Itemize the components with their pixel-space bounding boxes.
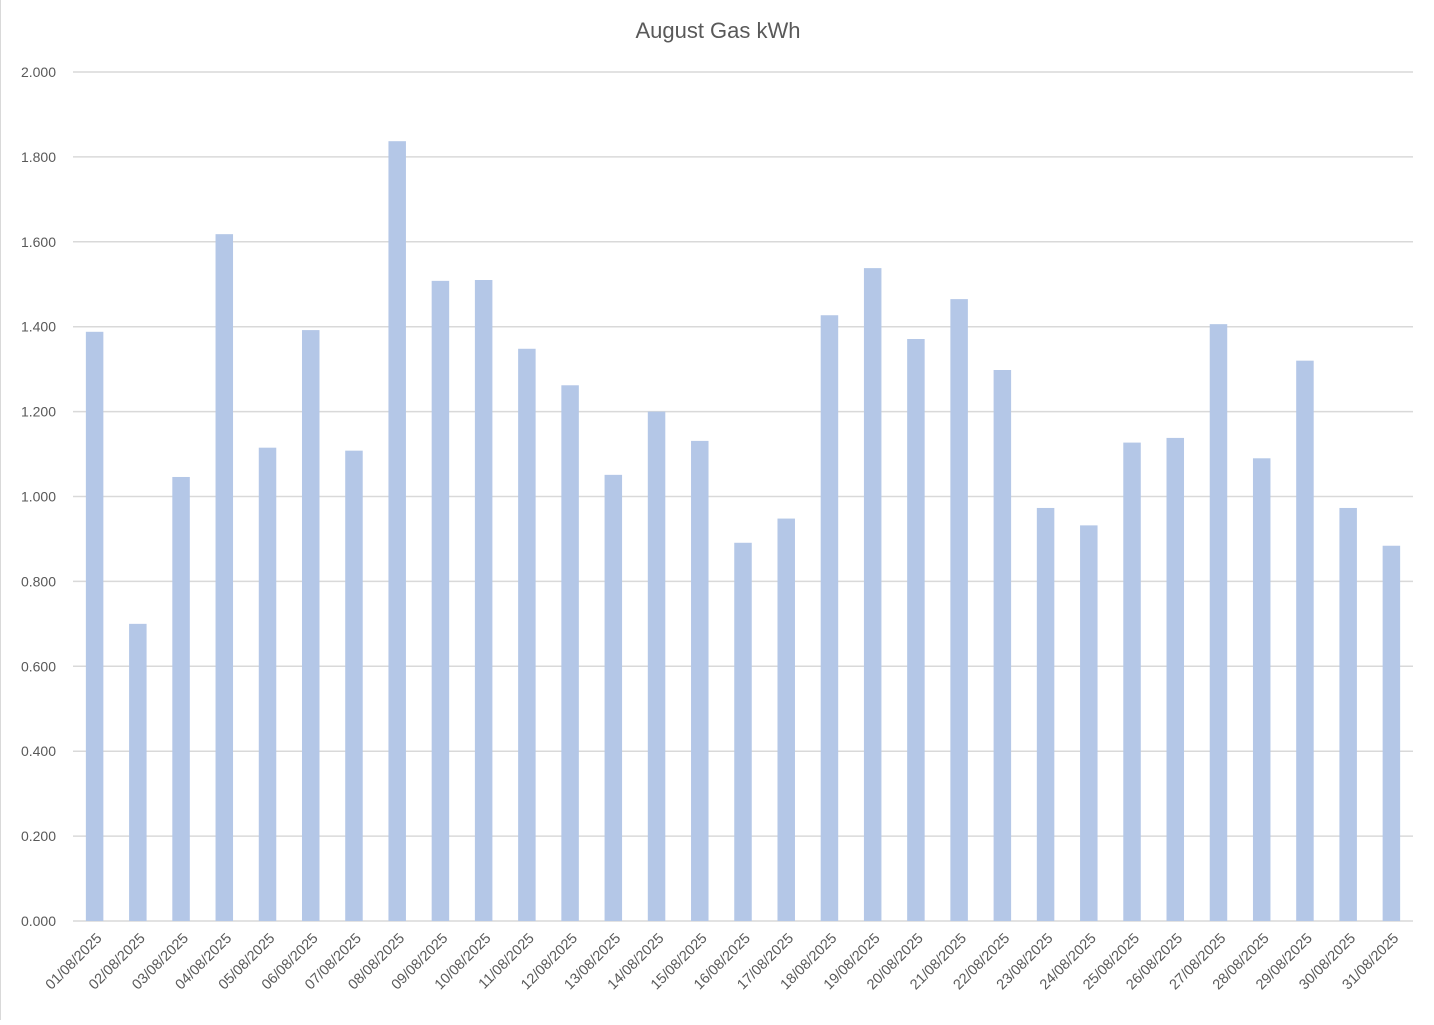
bar [1123,442,1141,921]
bar [993,369,1012,921]
bar [518,348,536,921]
bar [604,474,623,921]
bar [258,447,277,921]
bar [172,476,190,921]
bar [301,330,320,921]
bar [1296,360,1314,921]
bar [388,141,406,922]
bar [474,280,493,921]
bar [1382,545,1401,921]
y-axis-ticks: 0.000 0.200 0.400 0.600 0.800 1.000 1.200 1.400… [21,64,56,929]
x-axis-ticks: 01/08/202502/08/202503/08/202504/08/2025… [43,931,1402,994]
bar [129,623,147,921]
bar [1080,525,1098,921]
y-tick-label: 1.200 [21,404,56,420]
y-tick-label: 0.200 [21,828,56,844]
y-tick-label: 1.400 [21,319,56,335]
bars [85,141,1401,922]
bar [1036,507,1055,921]
bar [1209,324,1228,921]
bar [1166,437,1185,921]
bar [85,331,104,921]
bar [777,518,795,921]
y-tick-label: 0.000 [21,913,56,929]
y-tick-label: 1.000 [21,489,56,505]
bar [734,542,752,921]
bar [1252,458,1271,921]
bar [561,385,579,921]
bar [345,450,363,921]
chart-title: August Gas kWh [635,18,800,43]
bar [431,280,450,921]
y-tick-label: 0.600 [21,658,56,674]
bar [950,299,968,921]
bar [820,315,839,921]
y-tick-label: 1.600 [21,234,56,250]
chart-left-border [0,0,1,1020]
y-tick-label: 0.800 [21,573,56,589]
y-tick-label: 0.400 [21,743,56,759]
bar [863,268,882,921]
y-tick-label: 1.800 [21,149,56,165]
bar [691,440,709,921]
bar [1339,507,1357,921]
y-tick-label: 2.000 [21,64,56,80]
bar [907,339,925,921]
bar [215,234,234,921]
bar [647,411,666,921]
